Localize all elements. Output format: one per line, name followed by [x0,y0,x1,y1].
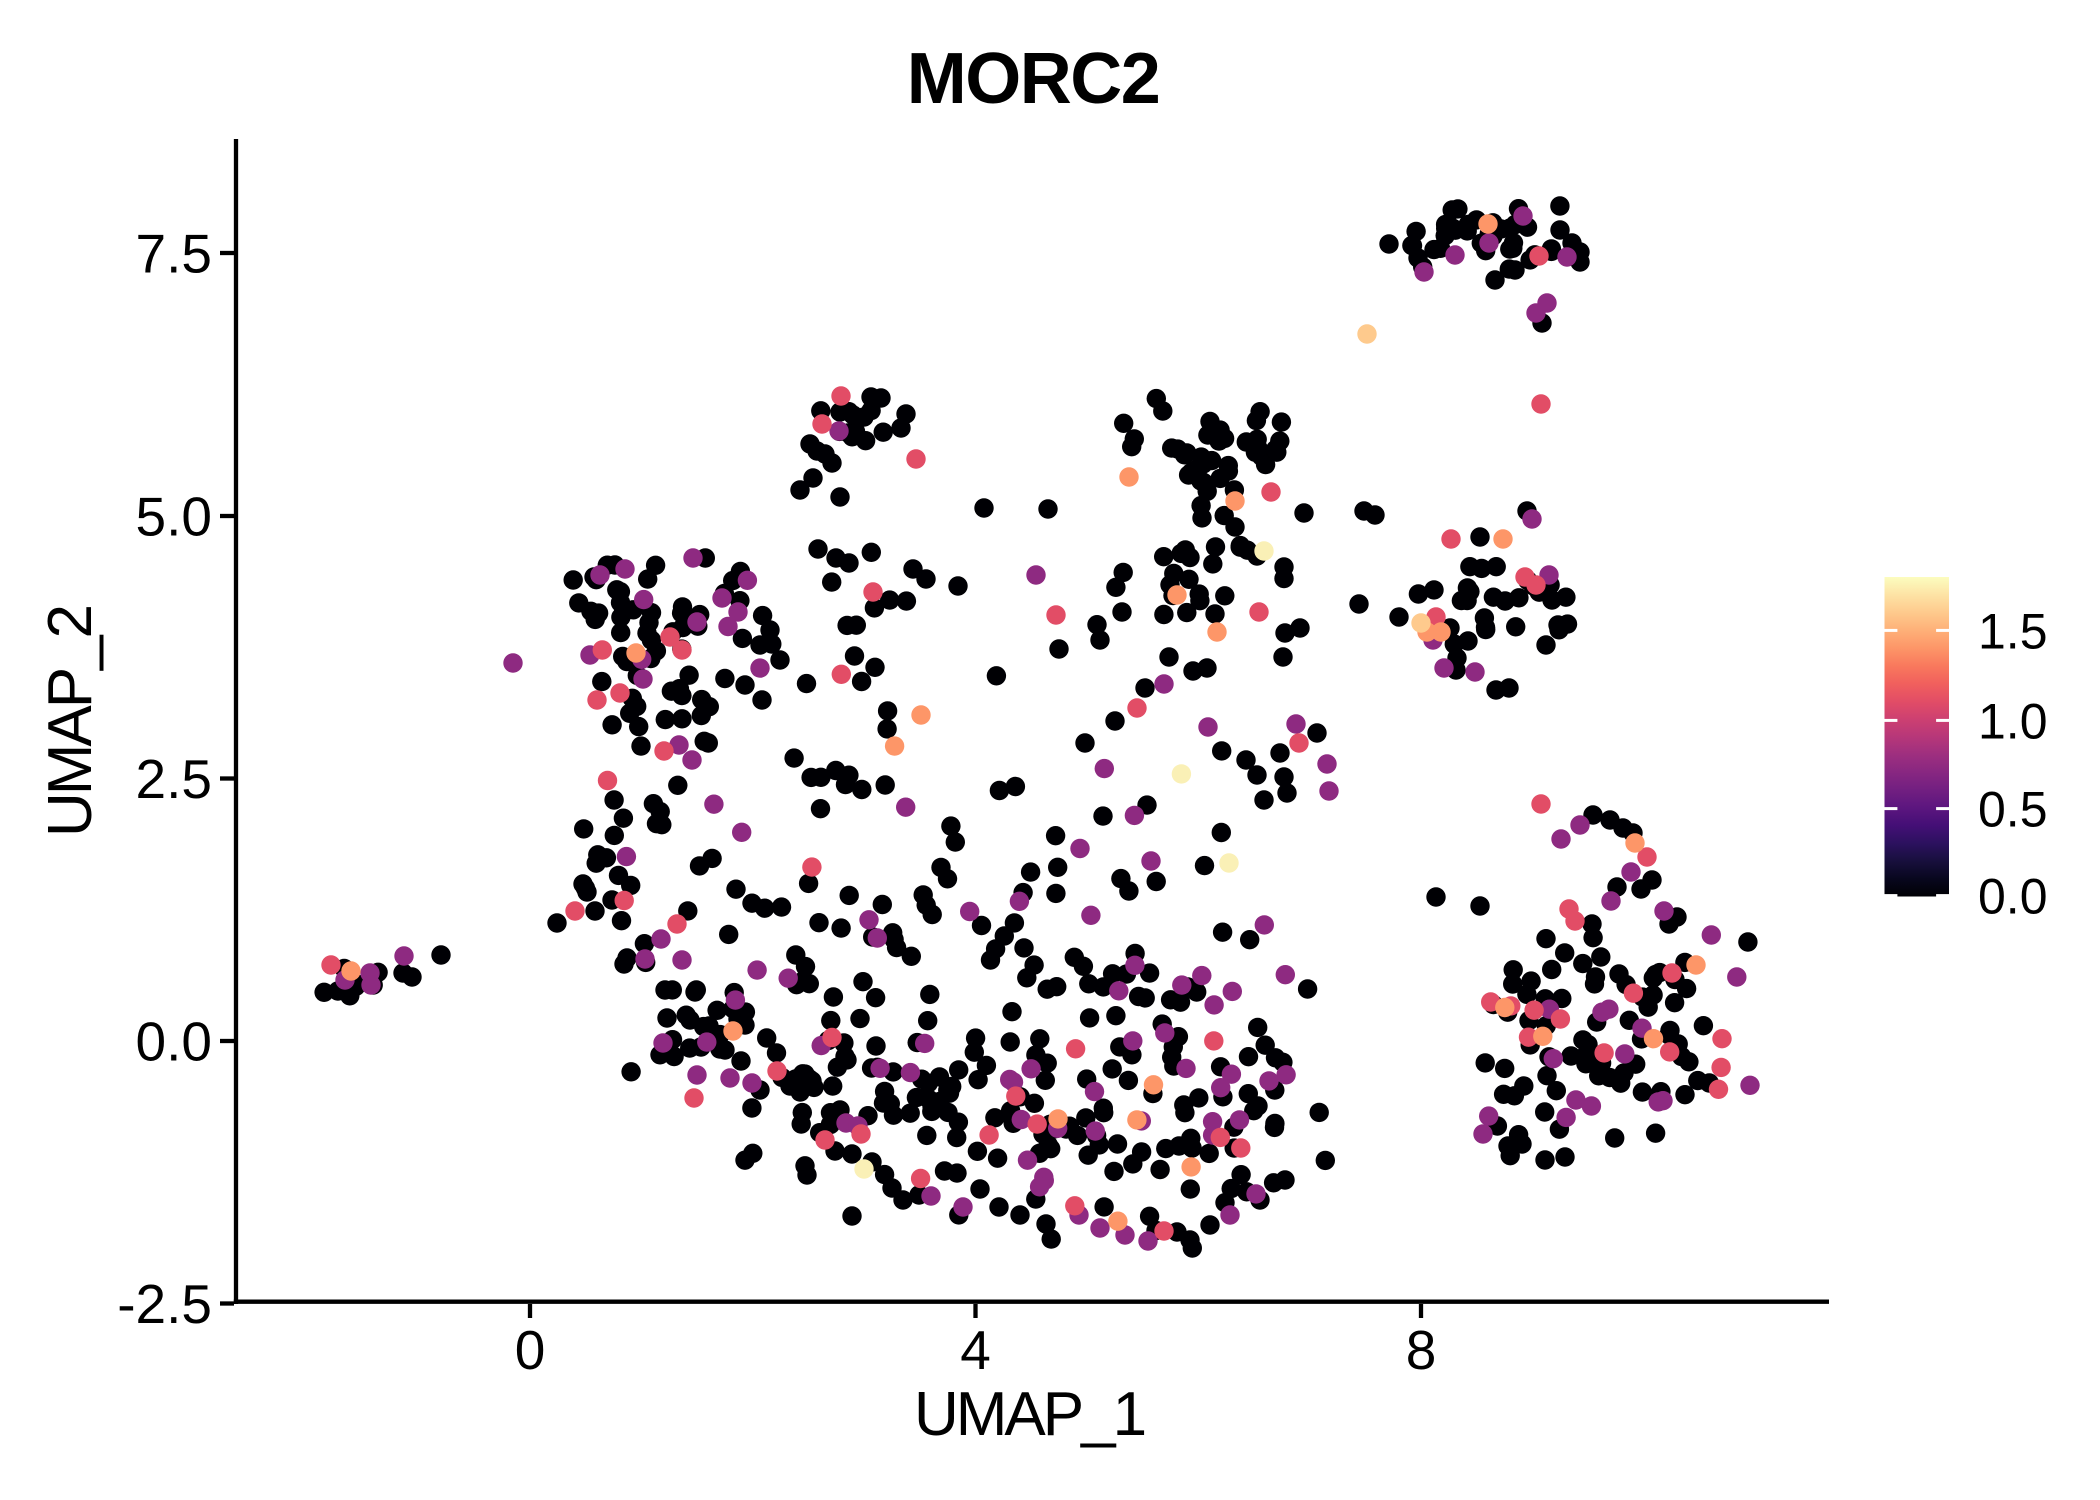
svg-text:1.0: 1.0 [1978,693,2048,749]
svg-text:UMAP_1: UMAP_1 [914,1380,1145,1449]
svg-text:-2.5: -2.5 [117,1273,212,1335]
svg-text:5.0: 5.0 [136,486,212,548]
svg-text:2.5: 2.5 [136,748,212,810]
svg-text:1.5: 1.5 [1978,603,2048,659]
svg-text:4: 4 [960,1319,991,1381]
svg-text:UMAP_2: UMAP_2 [36,606,105,837]
svg-text:0.0: 0.0 [136,1011,212,1073]
svg-text:0.0: 0.0 [1978,869,2048,925]
svg-text:7.5: 7.5 [136,223,212,285]
svg-text:0: 0 [515,1319,546,1381]
svg-text:0.5: 0.5 [1978,782,2048,838]
svg-text:MORC2: MORC2 [907,39,1160,119]
svg-text:8: 8 [1406,1319,1437,1381]
